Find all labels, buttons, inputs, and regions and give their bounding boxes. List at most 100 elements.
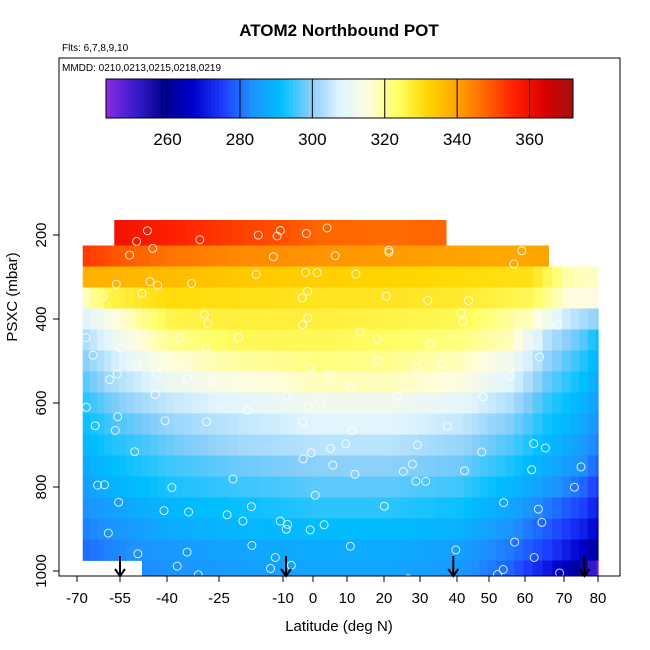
- heatmap-cell: [319, 245, 329, 267]
- heatmap-cell: [587, 329, 597, 351]
- heatmap-cell: [263, 220, 276, 246]
- y-tick-label: 200: [33, 222, 50, 247]
- heatmap-cell: [372, 518, 383, 540]
- heatmap-cell: [248, 518, 261, 540]
- colorbar-swatch: [506, 79, 512, 118]
- observation-marker: [175, 333, 185, 343]
- heatmap-cell: [182, 392, 192, 414]
- colorbar-swatch: [191, 79, 197, 118]
- heatmap-cell: [182, 329, 192, 351]
- heatmap-cell: [82, 455, 91, 477]
- observation-marker: [150, 390, 160, 400]
- heatmap-cell: [259, 392, 271, 414]
- heatmap-cell: [165, 518, 175, 540]
- colorbar-swatch: [362, 79, 368, 118]
- heatmap-cell: [505, 350, 515, 372]
- heatmap-cell: [149, 476, 159, 498]
- heatmap-cell: [372, 287, 383, 309]
- heatmap-cell: [289, 392, 298, 414]
- heatmap-cell: [289, 476, 298, 498]
- heatmap-cell: [427, 245, 438, 267]
- heatmap-cell: [532, 308, 544, 330]
- heatmap-cell: [463, 518, 472, 540]
- heatmap-cell: [165, 287, 175, 309]
- heatmap-cell: [134, 266, 143, 288]
- observation-marker: [499, 498, 509, 508]
- heatmap-cell: [134, 392, 143, 414]
- heatmap-cell: [479, 560, 488, 577]
- heatmap-cell: [445, 329, 456, 351]
- heatmap-cell: [542, 476, 553, 498]
- heatmap-cell: [227, 350, 239, 372]
- heatmap-cell: [141, 287, 151, 309]
- heatmap-cell: [400, 560, 410, 577]
- heatmap-cell: [270, 455, 282, 477]
- heatmap-cell: [270, 413, 282, 435]
- plot-frame: [58, 57, 621, 577]
- colorbar-swatch: [429, 79, 434, 118]
- heatmap-cell: [596, 329, 599, 351]
- heatmap-cell: [596, 413, 599, 435]
- heatmap-cell: [471, 392, 480, 414]
- heatmap-cell: [194, 220, 204, 246]
- heatmap-cell: [296, 266, 305, 288]
- heatmap-cell: [89, 392, 98, 414]
- heatmap-cell: [191, 392, 201, 414]
- observation-marker: [207, 377, 217, 387]
- observation-marker: [110, 425, 120, 435]
- heatmap-cell: [199, 560, 210, 577]
- heatmap-cell: [345, 371, 355, 393]
- observation-marker: [351, 269, 361, 279]
- observation-marker: [537, 517, 547, 527]
- heatmap-cell: [149, 413, 159, 435]
- colorbar-swatch: [218, 79, 224, 118]
- heatmap-cell: [165, 308, 175, 330]
- observation-marker: [159, 506, 169, 516]
- observation-marker: [275, 226, 285, 235]
- observation-marker: [324, 370, 334, 379]
- heatmap-cell: [391, 455, 401, 477]
- heatmap-cell: [463, 434, 472, 456]
- colorbar-swatch: [109, 79, 115, 118]
- heatmap-cell: [289, 455, 298, 477]
- heatmap-cell: [345, 245, 355, 267]
- heatmap-cell: [523, 476, 534, 498]
- heatmap-cell: [336, 287, 346, 309]
- heatmap-cell: [579, 434, 589, 456]
- heatmap-cell: [149, 497, 159, 519]
- x-tick-label: 20: [376, 590, 393, 607]
- heatmap-cell: [372, 350, 383, 372]
- observation-marker: [398, 467, 408, 476]
- heatmap-cell: [118, 308, 127, 330]
- heatmap-cell: [400, 329, 410, 351]
- heatmap-cell: [152, 220, 162, 246]
- heatmap-cell: [191, 308, 201, 330]
- heatmap-cell: [111, 287, 120, 309]
- heatmap-cell: [479, 518, 488, 540]
- observation-marker: [442, 421, 452, 431]
- heatmap-cell: [208, 350, 218, 372]
- heatmap-cell: [149, 329, 159, 351]
- heatmap-cell: [345, 413, 355, 435]
- heatmap-cell: [562, 371, 572, 393]
- heatmap-cell: [336, 476, 346, 498]
- heatmap-cell: [82, 350, 91, 372]
- heatmap-cell: [354, 518, 365, 540]
- heatmap-cell: [532, 560, 544, 577]
- heatmap-cell: [126, 476, 135, 498]
- heatmap-cell: [173, 392, 184, 414]
- heatmap-cell: [328, 308, 338, 330]
- heatmap-cell: [304, 518, 313, 540]
- heatmap-cell: [289, 518, 298, 540]
- colorbar-swatch: [207, 79, 212, 118]
- observation-marker: [90, 421, 100, 431]
- heatmap-cell: [280, 266, 290, 288]
- heatmap-cell: [562, 497, 572, 519]
- heatmap-cell: [570, 455, 580, 477]
- heatmap-cell: [436, 539, 447, 561]
- heatmap-cell: [89, 350, 98, 372]
- heatmap-cell: [82, 518, 91, 540]
- colorbar-swatch: [214, 79, 220, 118]
- heatmap-cell: [296, 287, 305, 309]
